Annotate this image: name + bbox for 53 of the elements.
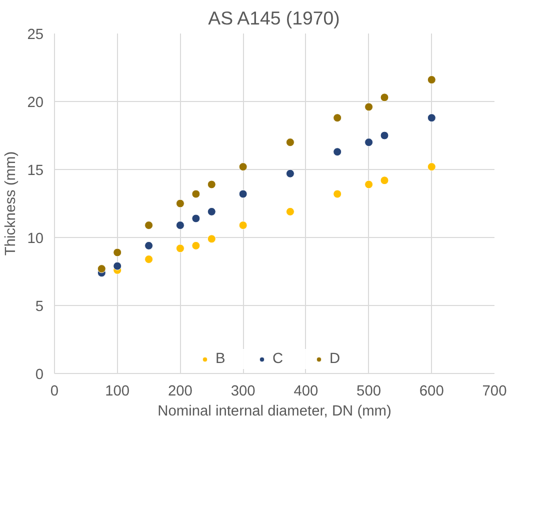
- point: [207, 234, 216, 244]
- point: [286, 207, 294, 216]
- point: [144, 241, 154, 250]
- point: [192, 214, 200, 223]
- y-tick-label: 0: [35, 367, 44, 383]
- point: [192, 190, 200, 198]
- point: [427, 76, 436, 84]
- y-tick-label: 25: [27, 27, 44, 43]
- point: [333, 190, 342, 198]
- y-axis-title: Thickness (mm): [3, 151, 20, 256]
- point: [427, 162, 436, 172]
- point: [113, 262, 122, 270]
- point: [192, 241, 200, 250]
- point: [207, 207, 216, 216]
- point: [333, 114, 342, 122]
- point: [364, 180, 374, 189]
- x-axis-title: Nominal internal diameter, DN (mm): [158, 404, 392, 420]
- point: [380, 93, 389, 102]
- x-tick-label: 600: [419, 384, 444, 400]
- x-tick-label: 300: [230, 384, 256, 400]
- y-tick-label: 10: [27, 231, 44, 247]
- x-tick-label: 0: [50, 384, 59, 400]
- y-tick-label: 20: [27, 95, 44, 111]
- legend-label: C: [272, 351, 284, 367]
- chart-title: AS A145 (1970): [208, 8, 340, 28]
- point: [380, 131, 389, 140]
- x-tick-label: 400: [294, 384, 318, 400]
- y-tick-label: 5: [35, 299, 44, 315]
- point: [364, 102, 374, 112]
- point: [238, 162, 248, 172]
- point: [286, 138, 294, 147]
- point: [286, 169, 294, 178]
- x-tick-label: 200: [168, 384, 192, 400]
- x-tick-label: 700: [482, 384, 507, 400]
- legend-label: B: [216, 351, 226, 367]
- legend-label: D: [330, 351, 342, 367]
- point: [176, 244, 184, 253]
- point: [144, 221, 154, 230]
- point: [113, 248, 122, 257]
- point: [380, 176, 389, 185]
- point: [333, 148, 342, 156]
- point: [364, 138, 374, 147]
- point: [427, 114, 436, 122]
- x-tick-label: 100: [105, 384, 130, 400]
- point: [176, 221, 184, 230]
- point: [144, 255, 154, 264]
- x-tick-label: 500: [356, 384, 382, 400]
- point: [207, 180, 216, 189]
- point: [97, 264, 106, 274]
- point: [238, 221, 248, 230]
- point: [176, 199, 184, 208]
- point: [238, 190, 248, 198]
- y-tick-label: 15: [27, 163, 44, 179]
